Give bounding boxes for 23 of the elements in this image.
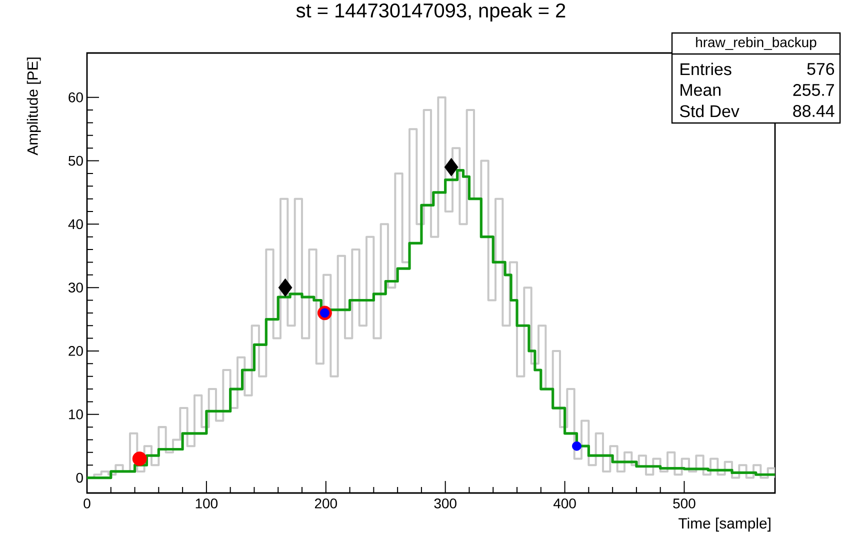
text: 88.44 [793,104,834,117]
x-tick-label: 0 [84,498,90,508]
x-tick-label: 200 [314,498,337,508]
x-tick-label: 500 [673,498,696,508]
text: 576 [807,62,834,75]
chart-title: st = 144730147093, npeak = 2 [296,2,566,22]
annotation: Mean [680,84,720,96]
y-tick-label: 20 [68,346,83,356]
x-tick-label: 300 [434,498,456,508]
y-tick-label: 40 [68,219,83,230]
text: hraw_rebin_backup [696,36,816,50]
y-tick-label: 50 [68,156,83,166]
x-axis-title: Time [sample] [678,518,770,532]
y-tick-label: 10 [69,409,83,420]
annotation: Entries [680,62,732,76]
x-tick-label: 100 [196,498,218,508]
text: 255.7 [793,84,834,96]
y-tick-label: 30 [68,282,83,293]
annotation: Std Dev [680,104,740,118]
y-tick-label: 0 [76,472,83,483]
x-tick-label: 400 [553,498,576,508]
y-tick-label: 60 [68,92,83,102]
y-axis-title: Amplitude [PE] [26,58,41,156]
